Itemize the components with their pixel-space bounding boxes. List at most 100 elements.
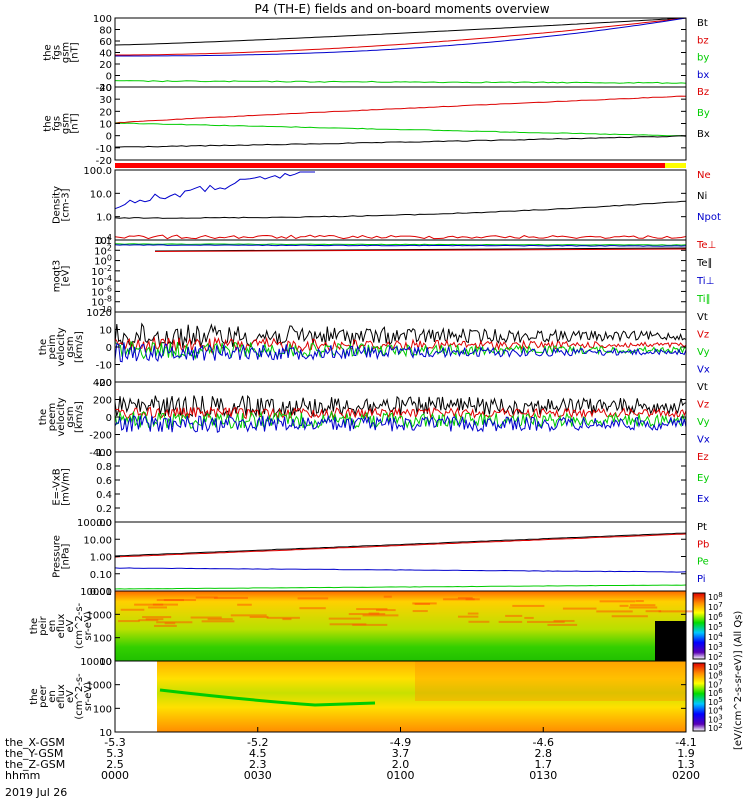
ytick-label-5-2: 0 <box>106 343 112 354</box>
heatmap-peir-streak <box>412 602 437 605</box>
xtick-x-label-2: -4.9 <box>390 736 411 749</box>
ylabel-10-1: peer <box>38 684 49 708</box>
status-bar-red <box>115 163 665 168</box>
series-pe-line <box>114 584 687 590</box>
ylabel-5-4: [km/s] <box>74 331 85 363</box>
colorbar-tick-9-5: 103 <box>708 641 723 652</box>
series-bz2-line <box>114 95 687 124</box>
ytick-label-2-5: -10 <box>96 144 112 155</box>
ytick-label-2-3: 10 <box>99 120 112 131</box>
ytick-label-8-3: 0.10 <box>90 570 112 581</box>
legend-Vz: Vz <box>697 400 709 411</box>
heatmap-peir-streak <box>163 599 196 602</box>
ytick-label-2-6: -20 <box>96 156 112 167</box>
ytick-label-1-4: 20 <box>99 60 112 71</box>
chart-title: P4 (TH-E) fields and on-board moments ov… <box>254 2 549 16</box>
heatmap-peir-streak <box>237 603 252 606</box>
colorbar-peer <box>692 662 706 732</box>
series-vy-peim-line <box>114 340 687 360</box>
heatmap-peir-streak <box>376 609 396 612</box>
ytick-label-7-2: 0.6 <box>96 476 112 487</box>
heatmap-peir-streak <box>120 608 145 611</box>
ytick-label-6-2: 0 <box>106 413 112 424</box>
heatmap-peir-streak <box>134 603 164 606</box>
legend-Vx: Vx <box>697 435 710 446</box>
xtick-x-label-1: -5.2 <box>247 736 268 749</box>
heatmap-peir-streak <box>230 614 267 617</box>
xtick-z-label-0: 2.5 <box>106 758 124 771</box>
heatmap-peir-streak <box>249 615 269 618</box>
xtick-y-label-3: 2.8 <box>535 747 553 760</box>
ytick-label-3-0: 100.0 <box>83 166 112 177</box>
heatmap-peir-streak <box>457 615 479 618</box>
background-layer <box>115 163 706 732</box>
heatmap-peir-streak <box>207 618 233 621</box>
series-vz-peem-line <box>114 406 687 421</box>
ylabel-2-0: the <box>43 115 54 131</box>
ylabel-7-1: [mV/m] <box>61 468 72 506</box>
series-vt-peem-line <box>114 394 687 418</box>
heatmap-peer-hot <box>415 661 686 701</box>
heatmap-peir-streak <box>368 612 380 615</box>
heatmap-peir-streak <box>266 616 300 619</box>
xtick-z-label-1: 2.3 <box>249 758 267 771</box>
legend-Bx: Bx <box>697 129 710 140</box>
ylabel-5-2: velocity <box>56 327 67 366</box>
ytick-label-5-3: -10 <box>96 361 112 372</box>
heatmap-peir-streak <box>201 620 235 623</box>
panel-frame-7 <box>114 451 687 523</box>
heatmap-peir-streak <box>282 618 292 621</box>
ytick-label-4-6: 10-8 <box>91 295 112 309</box>
ylabel-2-3: [nT] <box>70 113 81 133</box>
legend-Vy: Vy <box>697 417 710 428</box>
ylabel-10-3: eflux <box>56 684 67 709</box>
colorbar-tick-10-1: 108 <box>708 670 723 681</box>
ylabel-6-2: velocity <box>56 397 67 436</box>
ylabel-10-4: eV <box>65 690 76 703</box>
ytick-label-6-1: 200 <box>93 396 112 407</box>
ylabel-6-3: gsm <box>65 406 76 427</box>
legend-Ti∥: Ti∥ <box>696 294 711 305</box>
heatmap-peir-streak <box>213 596 248 599</box>
legend-Vt: Vt <box>697 382 708 393</box>
xtick-t-label-3: 0130 <box>529 769 557 782</box>
heatmap-peir <box>115 591 686 661</box>
heatmap-peir-streak <box>599 600 636 603</box>
heatmap-peir-streak <box>562 607 597 610</box>
panel-frame-8 <box>114 521 687 592</box>
legend-bz: bz <box>697 35 709 46</box>
heatmap-peir-streak <box>118 620 140 623</box>
ytick-label-5-1: 10 <box>99 326 112 337</box>
ytick-label-6-0: 400 <box>93 378 112 389</box>
ytick-label-10-1: 1000 <box>87 681 112 692</box>
series-tiperp-line <box>114 244 687 247</box>
xtick-t-label-4: 0200 <box>672 769 700 782</box>
heatmap-peir-streak <box>148 606 167 609</box>
legend-Te⊥: Te⊥ <box>696 240 716 251</box>
panel-frame-3 <box>114 169 687 241</box>
heatmap-peir-streak <box>362 614 399 617</box>
series-pb-line <box>114 533 687 558</box>
series-ni-line <box>114 200 687 219</box>
series-ne-line <box>114 234 687 240</box>
ylabel-10-0: the <box>29 688 40 704</box>
legend-Vz: Vz <box>697 330 709 341</box>
series-vy-peem-line <box>114 410 687 430</box>
ylabel-3-1: [cm-3] <box>61 188 72 221</box>
colorbar-tick-10-7: 102 <box>708 722 723 733</box>
heatmap-peir-streak <box>467 612 479 615</box>
text-layer: P4 (TH-E) fields and on-board moments ov… <box>5 2 744 799</box>
series-npot-line <box>114 171 315 210</box>
series-by-line <box>114 80 687 84</box>
ylabel-9-6: sr-eV) <box>83 611 94 640</box>
colorbar-tick-10-2: 107 <box>708 678 723 689</box>
heatmap-peir-streak <box>299 607 326 610</box>
heatmap-peir-streak <box>512 604 545 607</box>
data-layer <box>114 17 687 707</box>
ylabel-10-5: (cm^2-s- <box>74 673 85 720</box>
ytick-label-2-0: 40 <box>99 83 112 94</box>
heatmap-peir-streak <box>527 620 565 623</box>
ytick-label-4-4: 10-4 <box>91 274 112 288</box>
series-pi-line <box>114 567 687 573</box>
